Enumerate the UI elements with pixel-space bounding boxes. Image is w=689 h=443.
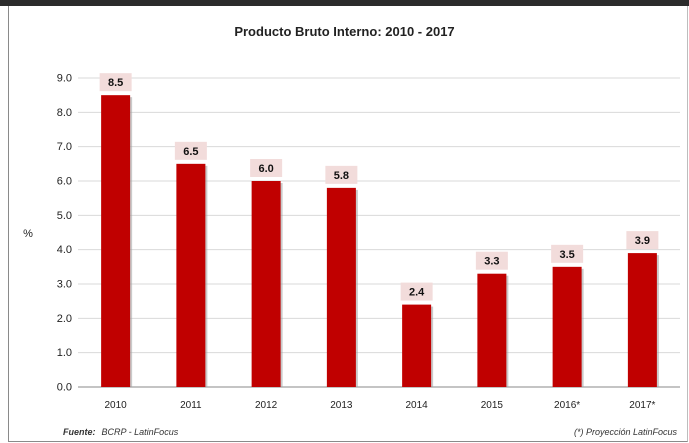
bar <box>176 163 206 387</box>
data-label: 6.0 <box>258 163 273 175</box>
y-tick-label: 6.0 <box>57 176 72 188</box>
bar <box>326 187 356 387</box>
data-label-bg <box>99 73 132 92</box>
bar <box>477 273 507 387</box>
data-label: 3.5 <box>559 249 574 261</box>
bar <box>402 304 432 387</box>
x-tick-label: 2016* <box>554 400 580 411</box>
data-label: 6.5 <box>183 146 198 158</box>
source-text: BCRP - LatinFocus <box>101 427 179 437</box>
data-label-bg <box>250 159 283 177</box>
x-tick-label: 2014 <box>406 400 429 411</box>
x-tick-label: 2010 <box>105 400 128 411</box>
data-label-bg <box>400 282 433 301</box>
data-label: 3.9 <box>635 235 650 247</box>
chart-frame <box>8 6 688 442</box>
x-tick-label: 2012 <box>255 400 278 411</box>
data-label: 5.8 <box>334 170 349 182</box>
source-label: Fuente: <box>63 427 96 437</box>
x-tick-label: 2011 <box>180 400 202 411</box>
data-label: 3.3 <box>484 256 499 268</box>
data-label-bg <box>551 244 584 263</box>
y-tick-label: 2.0 <box>57 313 72 325</box>
bar <box>552 266 582 387</box>
bar <box>251 181 281 387</box>
x-tick-label: 2013 <box>330 400 353 411</box>
data-label-bg <box>475 251 508 270</box>
source-note: Fuente: BCRP - LatinFocus <box>63 427 178 437</box>
bar <box>627 253 657 387</box>
y-tick-label: 9.0 <box>57 73 72 85</box>
bar <box>101 95 131 388</box>
data-label: 2.4 <box>409 287 425 299</box>
data-label-bg <box>174 141 207 160</box>
y-tick-label: 3.0 <box>57 279 72 291</box>
data-label-bg <box>325 165 358 184</box>
window-top-strip <box>0 0 689 6</box>
y-tick-label: 4.0 <box>57 244 72 256</box>
y-tick-label: 7.0 <box>57 141 72 153</box>
y-axis-label: % <box>23 228 33 240</box>
projection-note: (*) Proyección LatinFocus <box>573 427 677 437</box>
data-label: 8.5 <box>108 77 123 89</box>
y-tick-label: 0.0 <box>57 382 72 394</box>
x-tick-label: 2017* <box>629 400 655 411</box>
y-tick-label: 5.0 <box>57 210 72 222</box>
chart-title: Producto Bruto Interno: 2010 - 2017 <box>234 24 455 39</box>
y-tick-label: 1.0 <box>57 347 72 359</box>
data-label-bg <box>626 231 659 250</box>
y-tick-label: 8.0 <box>57 107 72 119</box>
x-tick-label: 2015 <box>481 400 504 411</box>
